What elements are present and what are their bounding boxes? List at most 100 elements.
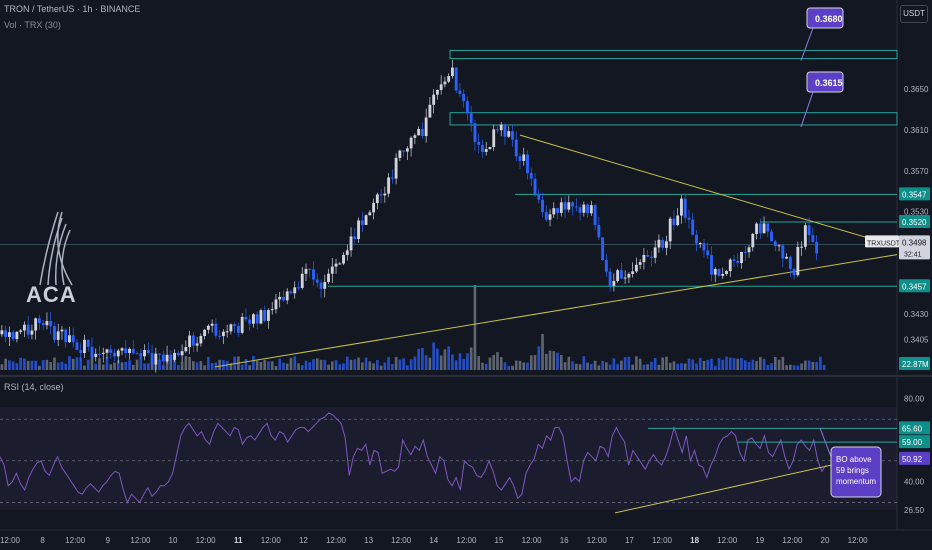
rsi-level-text: 65.60 [902, 424, 923, 433]
rsi-trendline [614, 458, 861, 514]
candle-body [146, 349, 150, 353]
candle-body [379, 194, 383, 196]
volume-bar [627, 356, 631, 370]
candle-body [248, 319, 252, 324]
logo-stroke [54, 223, 67, 286]
candle-body [612, 281, 616, 286]
logo-text: ACA [26, 282, 77, 307]
candle-body [803, 225, 807, 247]
candle-series [0, 59, 819, 373]
volume-bar [34, 360, 37, 370]
time-tick-label: 16 [560, 536, 569, 545]
candle-body [811, 235, 815, 242]
volume-bar [105, 356, 109, 370]
volume-bar [8, 360, 11, 370]
annotation-text: 59 brings [836, 466, 869, 475]
price-tick-label: 0.3530 [904, 208, 929, 217]
volume-bar [11, 361, 15, 370]
rsi-pane: 80.00 40.00 26.50 65.60 59.00 50.92 BO above 59… [0, 394, 930, 515]
candle-body [116, 350, 120, 357]
volume-bar [620, 360, 623, 370]
candle-body [289, 291, 293, 294]
volume-bar [676, 363, 680, 370]
volume-bar [45, 359, 49, 370]
currency-button[interactable]: USDT [900, 5, 928, 23]
candle-body [695, 234, 698, 244]
level-box-0.3680 [449, 49, 898, 60]
candle-body [717, 269, 721, 276]
candle-body [68, 335, 71, 343]
volume-bar [41, 360, 45, 370]
candle-body [428, 104, 432, 118]
candle-body [113, 352, 116, 357]
volume-bar [511, 365, 514, 370]
candle-body [330, 266, 334, 274]
candle-body [195, 343, 199, 346]
candle-body [597, 225, 601, 238]
candle-body [184, 347, 188, 352]
volume-bar [492, 354, 496, 370]
candle-body [285, 291, 289, 301]
volume-bar [706, 359, 710, 370]
candle-body [383, 193, 387, 196]
candle-body [653, 247, 657, 258]
volume-bar [188, 356, 191, 370]
candle-body [424, 117, 428, 137]
candle-body [409, 137, 413, 149]
volume-series [0, 285, 826, 370]
volume-bar [623, 357, 627, 370]
chart-title: TRON / TetherUS · 1h · BINANCE [4, 4, 141, 14]
volume-bar [815, 361, 818, 370]
rsi-level-box [899, 421, 930, 435]
volume-bar [687, 358, 691, 370]
candle-body [586, 204, 590, 214]
volume-label: Vol · TRX (30) [4, 20, 61, 30]
candle-body [578, 207, 582, 213]
candle-body [668, 218, 672, 242]
candle-body [364, 215, 368, 225]
volume-bar [327, 364, 330, 370]
volume-bar [421, 347, 424, 370]
candle-body [432, 94, 436, 105]
volume-bar [661, 357, 664, 370]
candle-body [574, 206, 578, 208]
time-tick-label: 12:00 [0, 536, 21, 545]
volume-bar [71, 358, 75, 370]
time-tick-label: 12:00 [652, 536, 673, 545]
candle-body [53, 326, 56, 340]
candle-body [728, 259, 732, 272]
volume-bar [244, 359, 248, 370]
candle-body [642, 254, 646, 263]
volume-bar [300, 365, 304, 370]
time-tick-label: 9 [106, 536, 111, 545]
candle-body [11, 332, 15, 340]
volume-bar [590, 364, 593, 370]
volume-bar [345, 356, 349, 370]
volume-bar [315, 358, 319, 370]
candle-body [725, 271, 728, 274]
volume-bar [342, 363, 345, 370]
candle-body [15, 331, 19, 340]
candle-body [135, 353, 139, 355]
time-tick-label: 11 [234, 536, 243, 545]
volume-bar [116, 360, 120, 370]
logo-stroke [57, 211, 73, 286]
volume-bar [304, 360, 308, 370]
resistance-trendline [519, 134, 898, 247]
candle-body [450, 67, 454, 77]
support-trendline [214, 254, 898, 368]
volume-bar [499, 357, 503, 370]
volume-bar [101, 364, 105, 370]
candle-body [98, 353, 101, 355]
candle-body [544, 212, 548, 220]
volume-bar [713, 365, 717, 370]
volume-bar [199, 361, 203, 370]
volume-bar [252, 356, 255, 370]
volume-bar [270, 361, 274, 370]
callout-pointer [800, 27, 814, 61]
time-tick-label: 15 [495, 536, 504, 545]
volume-bar [616, 364, 619, 370]
volume-bar [762, 358, 766, 370]
rsi-level-text: 50.92 [902, 455, 923, 464]
